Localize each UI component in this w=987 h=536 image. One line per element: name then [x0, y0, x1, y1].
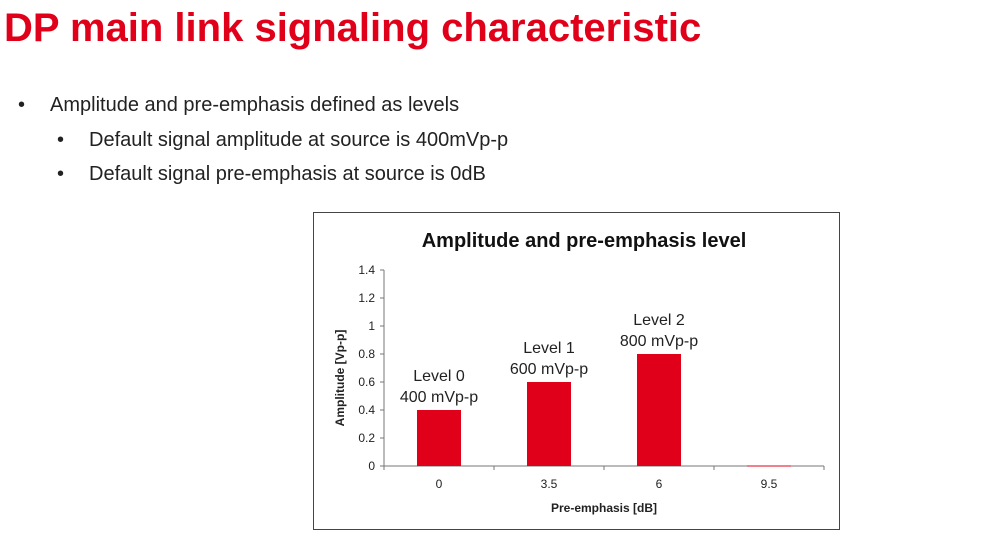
- bullet-text: Default signal amplitude at source is 40…: [89, 129, 509, 151]
- bullet-text: Amplitude and pre-emphasis defined as le…: [50, 94, 460, 116]
- y-axis-label: Amplitude [Vp-p]: [333, 330, 347, 427]
- y-tick-label: 0.4: [358, 403, 375, 417]
- bar-annotation: 800 mVp-p: [620, 333, 698, 350]
- bar: [637, 354, 681, 466]
- bullet-dot-icon: •: [18, 94, 26, 116]
- bar-chart: Amplitude and pre-emphasis level 0 0.2 0.4 0…: [333, 230, 825, 515]
- bar: [527, 382, 571, 466]
- y-tick-label: 0.8: [358, 347, 375, 361]
- bullet-dot-icon: •: [57, 129, 65, 151]
- chart-frame: Amplitude and pre-emphasis level 0 0.2 0.4 0…: [313, 212, 840, 530]
- y-tick-label: 0: [368, 459, 375, 473]
- x-axis-label: Pre-emphasis [dB]: [551, 501, 657, 515]
- bar-annotation: 400 mVp-p: [400, 389, 478, 406]
- y-tick-label: 1.2: [358, 291, 375, 305]
- bullet-dot-icon: •: [57, 163, 65, 185]
- y-tick-label: 0.6: [358, 375, 375, 389]
- x-tick-label: 0: [436, 477, 443, 491]
- x-tick-label: 9.5: [761, 477, 778, 491]
- y-tick-label: 1: [368, 319, 375, 333]
- bar-annotation: Level 2: [633, 312, 685, 329]
- y-tick-label: 1.4: [358, 263, 375, 277]
- bar-annotation: Level 0: [413, 368, 465, 385]
- y-tick-label: 0.2: [358, 431, 375, 445]
- slide-title: DP main link signaling characteristic: [4, 6, 702, 50]
- chart-title: Amplitude and pre-emphasis level: [422, 230, 747, 252]
- bar-annotation: 600 mVp-p: [510, 361, 588, 378]
- x-tick-label: 6: [656, 477, 663, 491]
- bar: [417, 410, 461, 466]
- x-tick-label: 3.5: [541, 477, 558, 491]
- bar-annotation: Level 1: [523, 340, 575, 357]
- bullet-text: Default signal pre-emphasis at source is…: [89, 163, 486, 185]
